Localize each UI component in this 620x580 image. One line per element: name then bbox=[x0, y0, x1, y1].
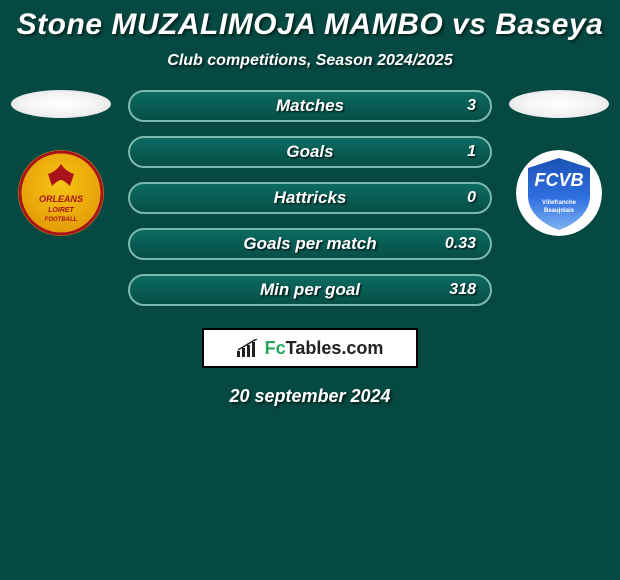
date-text: 20 september 2024 bbox=[0, 386, 620, 407]
stat-value-right: 0.33 bbox=[445, 235, 476, 253]
subtitle: Club competitions, Season 2024/2025 bbox=[0, 44, 620, 88]
comparison-row: ORLEANS LOIRET FOOTBALL Matches 3 Goals … bbox=[0, 88, 620, 306]
club-right-badge: FCVB Villefranche Beaujolais bbox=[516, 150, 602, 236]
stat-label: Hattricks bbox=[274, 188, 347, 208]
stat-bar-goals-per-match: Goals per match 0.33 bbox=[128, 228, 492, 260]
chart-icon bbox=[237, 339, 259, 357]
branding-text: FcTables.com bbox=[265, 338, 384, 359]
svg-text:FCVB: FCVB bbox=[535, 170, 584, 190]
svg-text:Beaujolais: Beaujolais bbox=[544, 208, 575, 214]
stat-value-right: 3 bbox=[467, 97, 476, 115]
stat-value-right: 0 bbox=[467, 189, 476, 207]
branding-box: FcTables.com bbox=[202, 328, 418, 368]
player-left-avatar-oval bbox=[11, 90, 111, 118]
page-title: Stone MUZALIMOJA MAMBO vs Baseya bbox=[0, 0, 620, 44]
stat-label: Min per goal bbox=[260, 280, 360, 300]
stat-bar-min-per-goal: Min per goal 318 bbox=[128, 274, 492, 306]
stat-bar-hattricks: Hattricks 0 bbox=[128, 182, 492, 214]
stat-value-right: 1 bbox=[467, 143, 476, 161]
stat-label: Matches bbox=[276, 96, 344, 116]
stat-label: Goals bbox=[286, 142, 333, 162]
stat-label: Goals per match bbox=[243, 234, 376, 254]
branding-prefix: Fc bbox=[265, 338, 286, 358]
club-left-badge: ORLEANS LOIRET FOOTBALL bbox=[18, 150, 104, 236]
svg-text:Villefranche: Villefranche bbox=[542, 200, 577, 206]
stat-value-right: 318 bbox=[449, 281, 476, 299]
stat-bar-matches: Matches 3 bbox=[128, 90, 492, 122]
svg-text:LOIRET: LOIRET bbox=[48, 207, 74, 214]
branding-suffix: Tables.com bbox=[286, 338, 384, 358]
player-right-side: FCVB Villefranche Beaujolais bbox=[504, 88, 614, 236]
player-right-avatar-oval bbox=[509, 90, 609, 118]
stat-bar-goals: Goals 1 bbox=[128, 136, 492, 168]
svg-text:ORLEANS: ORLEANS bbox=[39, 194, 83, 204]
svg-text:FOOTBALL: FOOTBALL bbox=[45, 217, 78, 223]
player-left-side: ORLEANS LOIRET FOOTBALL bbox=[6, 88, 116, 236]
stats-bars: Matches 3 Goals 1 Hattricks 0 Goals per … bbox=[128, 88, 492, 306]
